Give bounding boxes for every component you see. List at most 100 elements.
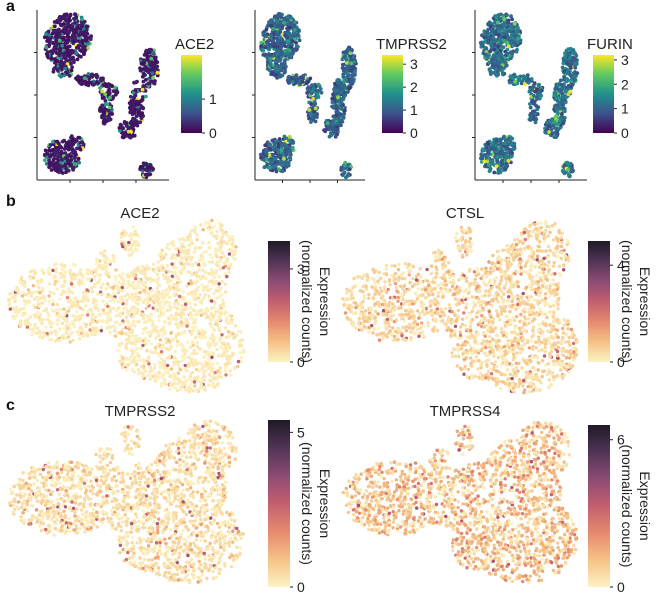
umap-point xyxy=(179,262,184,266)
umap-point xyxy=(141,343,145,348)
umap-point xyxy=(187,377,191,381)
umap-point xyxy=(325,121,330,126)
umap-point xyxy=(148,172,153,177)
umap-point xyxy=(107,118,112,122)
umap-point xyxy=(563,100,568,105)
umap-point xyxy=(87,76,92,81)
umap-point xyxy=(503,167,508,172)
umap-point xyxy=(99,292,104,297)
umap-point xyxy=(127,295,132,300)
umap-point xyxy=(270,160,275,164)
umap-point xyxy=(12,317,17,321)
umap-point xyxy=(283,136,288,141)
umap-point xyxy=(203,292,207,297)
umap-point xyxy=(49,49,53,54)
umap-point xyxy=(86,36,90,40)
umap-point xyxy=(61,284,65,288)
umap-point xyxy=(121,135,126,140)
umap-point xyxy=(79,331,84,335)
umap-point xyxy=(165,356,169,360)
umap-point xyxy=(485,140,490,145)
umap-point xyxy=(113,334,118,338)
umap-point xyxy=(232,366,237,371)
umap-point xyxy=(207,383,211,387)
umap-point xyxy=(484,52,489,57)
umap-point xyxy=(330,104,334,109)
umap-point xyxy=(147,362,151,366)
colorbar-tick-label: 0 xyxy=(410,125,418,141)
umap-point xyxy=(507,26,512,31)
umap-point xyxy=(286,160,291,165)
umap-point xyxy=(58,297,62,301)
umap-point xyxy=(210,306,214,310)
umap-point xyxy=(491,35,496,40)
umap-point xyxy=(274,139,279,143)
umap-point xyxy=(100,89,104,94)
umap-point xyxy=(267,68,272,73)
umap-point xyxy=(51,158,56,163)
umap-point xyxy=(18,307,23,312)
umap-point xyxy=(107,105,112,110)
umap-point xyxy=(149,48,154,52)
umap-point xyxy=(532,84,536,89)
umap-point xyxy=(562,163,567,168)
umap-point xyxy=(107,91,112,96)
umap-point xyxy=(490,26,495,31)
umap-point xyxy=(130,123,135,128)
umap-point xyxy=(347,86,352,91)
umap-point xyxy=(84,29,89,33)
umap-point xyxy=(135,266,139,270)
umap-point xyxy=(512,144,517,149)
umap-point xyxy=(233,324,238,328)
umap-point xyxy=(568,73,573,77)
umap-point xyxy=(44,32,48,36)
umap-point xyxy=(236,364,240,369)
umap-point xyxy=(145,68,150,73)
umap-point xyxy=(547,130,551,134)
umap-point xyxy=(86,298,90,303)
umap-point xyxy=(53,166,57,171)
umap-point xyxy=(70,304,74,309)
umap-point xyxy=(60,171,65,175)
colorbar-tick-label: 0 xyxy=(621,125,629,141)
umap-point xyxy=(288,152,293,157)
umap-point xyxy=(315,112,319,117)
umap-point xyxy=(73,12,77,17)
umap-point xyxy=(494,164,499,169)
umap-point xyxy=(187,355,191,360)
umap-point xyxy=(131,280,135,285)
umap-point xyxy=(55,311,60,315)
umap-point xyxy=(51,276,55,280)
umap-point xyxy=(173,349,177,353)
umap-point xyxy=(502,17,507,22)
umap-point xyxy=(207,294,211,298)
umap-point xyxy=(215,347,219,352)
umap-point xyxy=(177,379,182,384)
umap-point xyxy=(28,270,33,274)
umap-point xyxy=(100,96,105,100)
umap-point xyxy=(496,61,501,66)
umap-point xyxy=(218,247,222,251)
umap-point xyxy=(73,263,78,267)
umap-point xyxy=(336,81,340,86)
umap-point xyxy=(560,112,564,116)
umap-point xyxy=(292,23,297,28)
umap-point xyxy=(147,292,151,296)
umap-point xyxy=(116,348,120,353)
umap-point xyxy=(123,121,128,125)
umap-point xyxy=(489,146,494,151)
umap-point xyxy=(161,273,165,277)
umap-point xyxy=(122,306,126,311)
umap-point xyxy=(51,69,56,74)
umap-point xyxy=(147,266,151,271)
umap-point xyxy=(208,337,212,341)
umap-point xyxy=(156,260,160,264)
umap-point xyxy=(341,83,346,88)
umap-point xyxy=(136,302,140,306)
umap-point xyxy=(568,161,573,166)
umap-point xyxy=(49,56,54,61)
umap-point xyxy=(188,372,193,376)
umap-point xyxy=(280,169,285,174)
umap-point xyxy=(45,151,50,156)
umap-point xyxy=(182,375,186,379)
